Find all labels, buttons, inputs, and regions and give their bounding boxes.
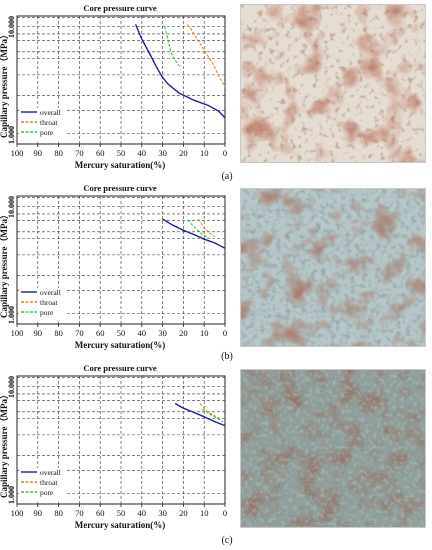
x-tick-label: 0 (223, 328, 227, 338)
y-axis-label: Capillary pressure（MPa） (0, 30, 9, 138)
legend-box (19, 288, 67, 322)
x-tick-label: 60 (96, 508, 105, 518)
y-tick-label: 10.000 (7, 196, 16, 218)
x-tick-label: 10 (200, 508, 209, 518)
legend-label: throat (40, 298, 58, 307)
legend-label: overall (40, 288, 61, 297)
micrograph-c-image (241, 370, 425, 527)
x-tick-label: 80 (54, 508, 63, 518)
x-tick-label: 60 (96, 148, 105, 158)
y-tick-label: 10.000 (7, 16, 16, 38)
micrograph-b-image (241, 189, 425, 346)
micrograph-b (240, 188, 426, 347)
x-tick-label: 90 (34, 148, 43, 158)
chart-title: Core pressure curve (83, 183, 156, 193)
x-tick-label: 80 (54, 148, 63, 158)
micrograph-a-image (241, 5, 425, 162)
legend-box (19, 108, 67, 142)
x-tick-label: 70 (75, 148, 84, 158)
legend-label: overall (40, 468, 61, 477)
x-tick-label: 20 (179, 328, 188, 338)
x-tick-label: 10 (200, 328, 209, 338)
series-line-throat (199, 403, 222, 420)
series-line-pore (164, 26, 182, 68)
x-axis-label: Mercury saturation(%) (75, 160, 166, 170)
x-tick-label: 90 (34, 328, 43, 338)
legend-label: throat (40, 478, 58, 487)
legend-label: pore (40, 308, 54, 317)
x-tick-label: 0 (223, 148, 227, 158)
x-tick-label: 30 (158, 508, 167, 518)
micrograph-c (240, 369, 426, 528)
legend-label: pore (40, 488, 54, 497)
series-line-throat (197, 218, 215, 238)
y-axis-label: Capillary pressure（MPa） (0, 390, 9, 498)
chart-title: Core pressure curve (83, 3, 156, 13)
series-line-overall (174, 402, 226, 427)
legend-label: overall (40, 108, 61, 117)
x-tick-label: 40 (138, 328, 147, 338)
panel-label-a: (a) (221, 171, 233, 182)
x-tick-label: 50 (117, 328, 126, 338)
x-tick-label: 70 (75, 508, 84, 518)
x-tick-label: 40 (138, 508, 147, 518)
legend-label: throat (40, 118, 58, 127)
x-tick-label: 20 (179, 508, 188, 518)
x-tick-label: 0 (223, 508, 227, 518)
legend-box (19, 468, 67, 502)
micrograph-a (240, 4, 426, 163)
x-tick-label: 60 (96, 328, 105, 338)
series-line-overall (134, 24, 226, 119)
x-tick-label: 20 (179, 148, 188, 158)
x-tick-label: 10 (200, 148, 209, 158)
x-tick-label: 40 (138, 148, 147, 158)
x-tick-label: 100 (11, 508, 24, 518)
x-axis-label: Mercury saturation(%) (75, 340, 166, 350)
x-tick-label: 70 (75, 328, 84, 338)
panel-label-b: (b) (221, 351, 233, 362)
y-tick-label: 1.000 (7, 126, 16, 144)
y-tick-label: 1.000 (7, 306, 16, 324)
x-tick-label: 80 (54, 328, 63, 338)
chart-title: Core pressure curve (83, 363, 156, 373)
x-tick-label: 30 (158, 148, 167, 158)
x-tick-label: 100 (11, 148, 24, 158)
x-tick-label: 100 (11, 328, 24, 338)
x-tick-label: 50 (117, 508, 126, 518)
series-line-throat (187, 24, 226, 88)
x-tick-label: 50 (117, 148, 126, 158)
series-line-pore (201, 408, 224, 423)
x-axis-label: Mercury saturation(%) (75, 520, 166, 530)
legend-label: pore (40, 128, 54, 137)
y-tick-label: 1.000 (7, 486, 16, 504)
series-line-pore (187, 219, 209, 239)
x-tick-label: 30 (158, 328, 167, 338)
y-axis-label: Capillary pressure（MPa） (0, 210, 9, 318)
series-line-overall (162, 218, 226, 249)
panel-label-c: (c) (221, 535, 233, 546)
x-tick-label: 90 (34, 508, 43, 518)
y-tick-label: 10.000 (7, 376, 16, 398)
